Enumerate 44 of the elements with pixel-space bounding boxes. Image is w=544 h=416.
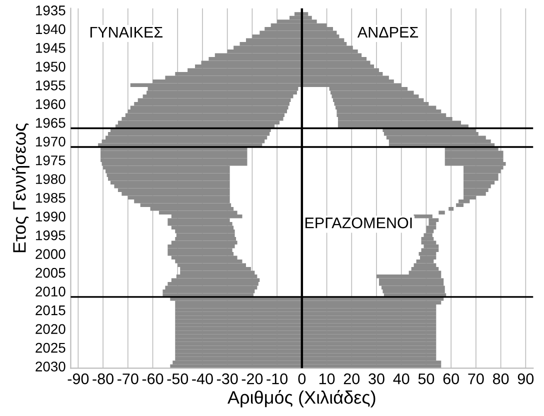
x-tick-label: 50 [418, 373, 434, 384]
y-tick-label: 2020 [36, 324, 66, 334]
y-tick-label: 1980 [36, 174, 66, 184]
text: ΓΥΝΑΙΚΕΣ [90, 26, 163, 38]
x-tick-label: -10 [266, 373, 288, 384]
x-tick-label: -70 [118, 373, 138, 384]
y-tick-label: 1935 [36, 6, 66, 16]
x-tick-label: 10 [319, 373, 335, 384]
x-tick-label: 30 [368, 373, 384, 384]
y-tick-label: 1995 [36, 230, 66, 240]
x-tick-label: -60 [142, 373, 164, 384]
y-tick-label: 1970 [36, 136, 66, 147]
x-tick-label: -30 [216, 373, 238, 384]
annotation: ΕΡΓΑΖΟΜΕΝΟΙ [305, 218, 412, 228]
y-tick-label: 1975 [36, 155, 66, 166]
y-tick-label: 2015 [36, 305, 66, 316]
y-tick-label: 2010 [36, 286, 66, 296]
x-tick-label: -20 [242, 373, 263, 384]
y-tick-label: 1985 [36, 192, 66, 203]
y-tick-label: 1960 [36, 99, 66, 110]
x-tick-label: 70 [468, 373, 484, 384]
y-tick-label: 1955 [36, 80, 66, 90]
y-tick-label: 2025 [36, 342, 66, 353]
y-tick-label: 2030 [36, 362, 66, 372]
x-tick-label: 0 [298, 373, 306, 384]
y-tick-label: 2005 [36, 268, 66, 278]
x-tick-label: -90 [68, 373, 89, 384]
y-axis-title: Ετος Γεννήσεως [12, 123, 30, 252]
y-tick-label: 1950 [36, 62, 66, 72]
x-tick-label: 90 [518, 373, 534, 384]
y-tick-label: 1990 [36, 212, 66, 222]
x-tick-label: -80 [92, 373, 114, 384]
y-tick-label: 2000 [36, 249, 66, 260]
x-tick-label: 40 [393, 373, 410, 384]
x-tick-label: -40 [192, 373, 213, 384]
x-tick-label: 20 [344, 373, 360, 384]
series-label: ΑΝΔΡΕΣ [357, 26, 418, 38]
y-tick-label: 1940 [36, 24, 66, 34]
x-tick-label: -50 [167, 373, 188, 384]
y-tick-label: 1945 [36, 43, 66, 53]
y-tick-label: 1965 [36, 118, 66, 128]
x-axis-title: Αριθμός (Χιλιάδες) [228, 390, 376, 408]
x-tick-label: 60 [443, 373, 459, 384]
x-tick-label: 80 [492, 373, 509, 384]
